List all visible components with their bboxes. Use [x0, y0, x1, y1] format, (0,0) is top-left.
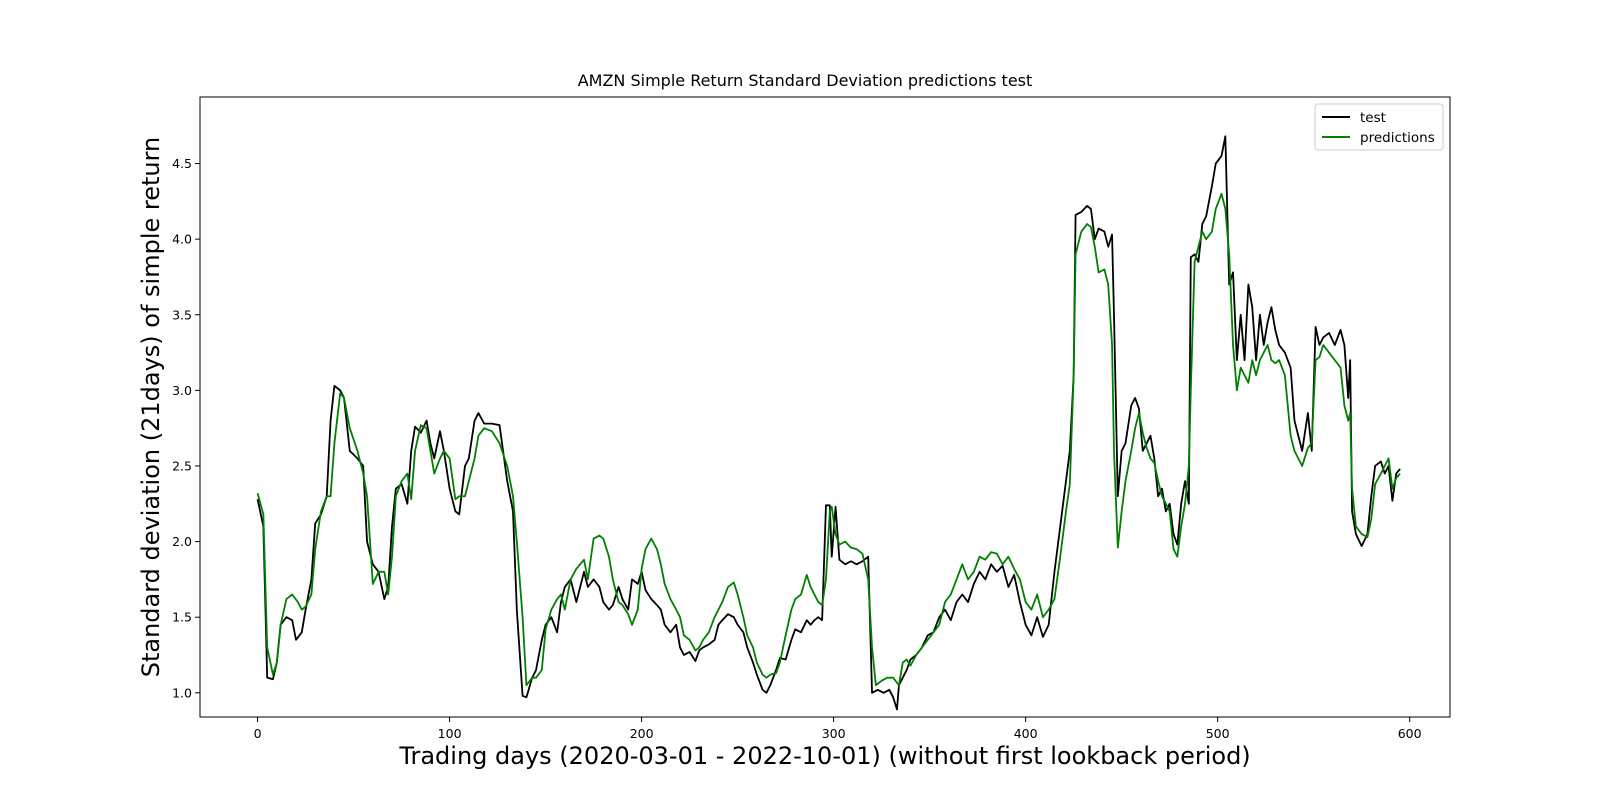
y-tick-label: 2.5 [172, 458, 192, 473]
series-layer [256, 135, 1401, 711]
x-tick-label: 600 [1398, 726, 1422, 741]
x-tick-label: 400 [1014, 726, 1038, 741]
x-tick-label: 200 [630, 726, 654, 741]
legend-box [1314, 103, 1444, 151]
plot-area [199, 96, 1451, 718]
y-tick-label: 3.5 [172, 307, 192, 322]
x-axis-label: Trading days (2020-03-01 - 2022-10-01) (… [398, 742, 1250, 770]
y-tick-label: 3.0 [172, 383, 192, 398]
y-tick-label: 1.0 [172, 685, 192, 700]
y-axis: 1.0 1.5 2.0 2.5 3.0 3.5 4.0 4.5 [172, 156, 200, 700]
y-tick-label: 2.0 [172, 534, 192, 549]
x-tick-label: 100 [438, 726, 462, 741]
chart-title: AMZN Simple Return Standard Deviation pr… [578, 71, 1033, 90]
x-axis: 0 100 200 300 400 500 600 [254, 717, 1422, 741]
legend-label: test [1360, 110, 1386, 126]
x-tick-label: 300 [822, 726, 846, 741]
y-axis-label: Standard deviation (21days) of simple re… [137, 137, 165, 678]
x-tick-label: 0 [254, 726, 262, 741]
x-tick-label: 500 [1206, 726, 1230, 741]
legend-label: predictions [1360, 130, 1435, 146]
y-tick-label: 1.5 [172, 610, 192, 625]
y-tick-label: 4.0 [172, 232, 192, 247]
legend: test predictions [1314, 103, 1444, 151]
plot-frame [199, 96, 1451, 718]
y-tick-label: 4.5 [172, 156, 192, 171]
series-line-predictions [256, 192, 1401, 687]
